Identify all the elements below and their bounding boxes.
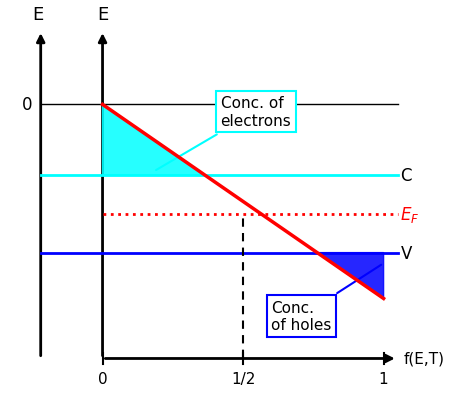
Text: 0: 0 <box>98 371 107 386</box>
Text: E: E <box>97 6 108 24</box>
Text: f(E,T): f(E,T) <box>403 351 444 366</box>
Text: 1/2: 1/2 <box>231 371 255 386</box>
Text: Conc.
of holes: Conc. of holes <box>271 265 381 333</box>
Text: V: V <box>400 244 412 262</box>
Text: Conc. of
electrons: Conc. of electrons <box>156 96 291 171</box>
Text: 0: 0 <box>22 96 32 114</box>
Text: 1: 1 <box>379 371 388 386</box>
Polygon shape <box>102 105 205 175</box>
Text: C: C <box>400 166 412 185</box>
Text: $E_F$: $E_F$ <box>400 204 420 224</box>
Text: E: E <box>32 6 44 24</box>
Polygon shape <box>317 253 384 299</box>
